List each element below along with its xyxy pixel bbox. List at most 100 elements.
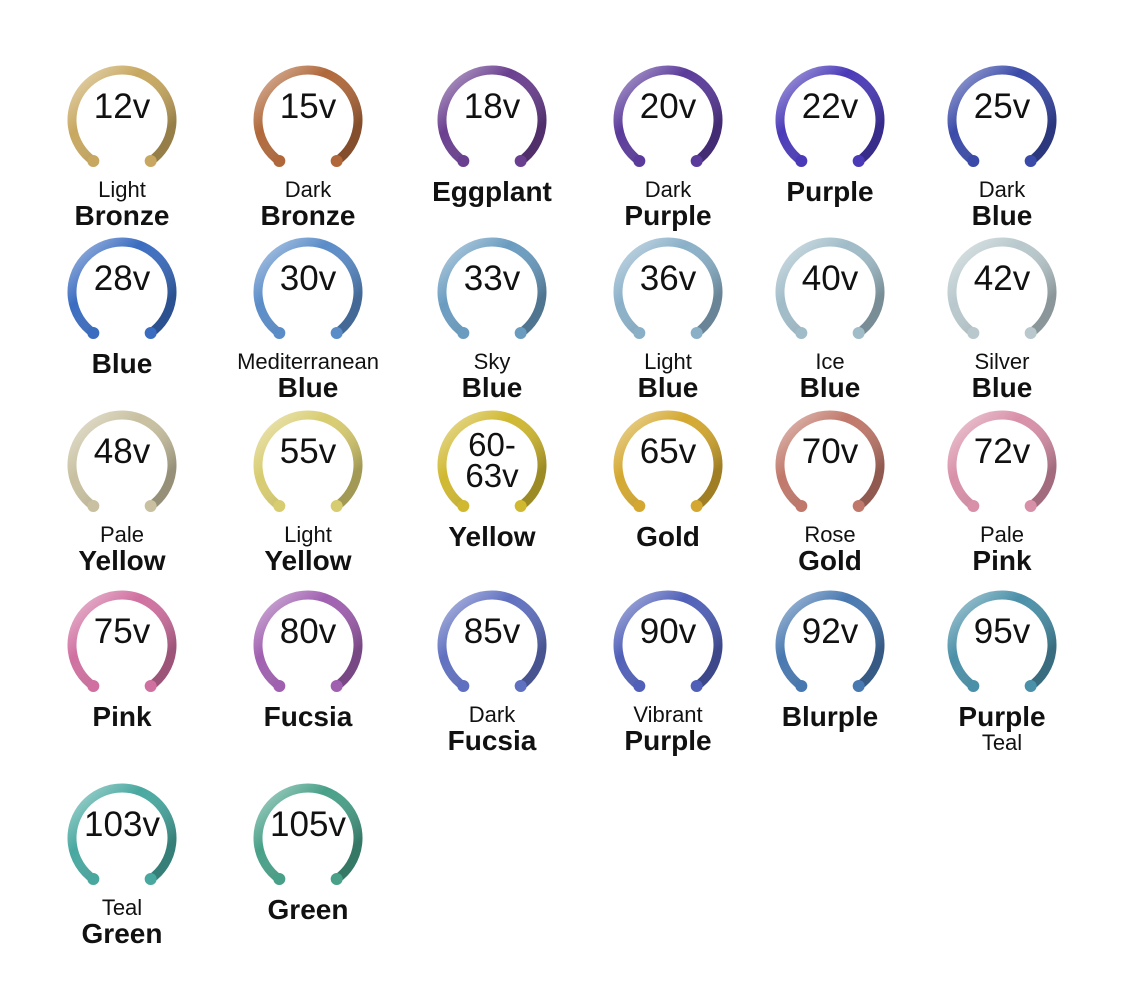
color-modifier: Dark (978, 177, 1026, 202)
ring-swatch: 42v Silver Blue (912, 232, 1092, 402)
ring-icon (947, 65, 1057, 167)
ring-icon (67, 65, 177, 167)
color-main-name: Purple (624, 200, 712, 231)
voltage-label: 36v (639, 259, 697, 298)
voltage-label: 72v (973, 432, 1031, 471)
color-main-name: Bronze (74, 200, 170, 231)
color-main-name: Pink (92, 701, 152, 732)
color-main-name: Gold (636, 521, 700, 552)
color-main-name: Fucsia (447, 725, 537, 756)
color-modifier: Light (98, 177, 146, 202)
ring-swatch: 70v Rose Gold (740, 405, 920, 575)
ring-swatch: 28v Blue (32, 232, 212, 402)
color-name: Dark Bronze (198, 178, 418, 230)
color-main-name: Fucsia (263, 701, 353, 732)
ring-icon (437, 410, 547, 512)
voltage-label: 22v (801, 87, 859, 126)
voltage-label: 40v (801, 259, 859, 298)
color-modifier: Vibrant (633, 702, 703, 727)
ring-swatch: 30v Mediterranean Blue (218, 232, 398, 402)
color-main-name: Blue (277, 372, 339, 403)
color-modifier: Sky (473, 349, 511, 374)
color-main-name: Pink (972, 545, 1032, 576)
color-name: Dark Blue (892, 178, 1112, 230)
color-main-name: Bronze (260, 200, 356, 231)
ring-swatch: 75v Pink (32, 585, 212, 755)
voltage-label: 65v (639, 432, 697, 471)
ring-swatch: 12v Light Bronze (32, 60, 212, 230)
voltage-label: 25v (973, 87, 1031, 126)
color-name: Sky Blue (382, 350, 602, 402)
color-name: Rose Gold (720, 523, 940, 575)
color-main-name: Blue (461, 372, 523, 403)
color-main-name: Yellow (78, 545, 166, 576)
color-main-name: Gold (798, 545, 862, 576)
color-main-name: Yellow (264, 545, 352, 576)
color-name: Blurple (720, 703, 940, 731)
color-name: Yellow (382, 523, 602, 551)
ring-swatch: 55v Light Yellow (218, 405, 398, 575)
color-name: Ice Blue (720, 350, 940, 402)
color-main-name: Blue (799, 372, 861, 403)
color-main-name: Blue (971, 372, 1033, 403)
color-name: Green (198, 896, 418, 924)
ring-swatch: 40v Ice Blue (740, 232, 920, 402)
ring-icon (253, 237, 363, 339)
color-main-name: Purple (786, 176, 874, 207)
color-main-name: Blurple (781, 701, 879, 732)
voltage-label: 95v (973, 612, 1031, 651)
ring-icon (775, 410, 885, 512)
voltage-label: 15v (279, 87, 337, 126)
color-name: Light Bronze (12, 178, 232, 230)
color-main-name: Eggplant (432, 176, 552, 207)
ring-icon (613, 590, 723, 692)
ring-swatch: 103v Teal Green (32, 778, 212, 948)
ring-icon (613, 410, 723, 512)
ring-swatch: 18v Eggplant (402, 60, 582, 230)
color-modifier: Silver (974, 349, 1030, 374)
ring-swatch: 15v Dark Bronze (218, 60, 398, 230)
ring-swatch: 22v Purple (740, 60, 920, 230)
color-name: Light Yellow (198, 523, 418, 575)
voltage-label: 92v (801, 612, 859, 651)
voltage-label: 105v (270, 805, 346, 844)
ring-swatch: 90v Vibrant Purple (578, 585, 758, 755)
color-name: Teal Green (12, 896, 232, 948)
color-main-name: Blue (637, 372, 699, 403)
ring-icon (947, 237, 1057, 339)
color-modifier: Light (644, 349, 692, 374)
ring-icon (613, 65, 723, 167)
ring-swatch: 65v Gold (578, 405, 758, 575)
ring-icon (613, 237, 723, 339)
color-name: Gold (558, 523, 778, 551)
color-main-name: Blue (971, 200, 1033, 231)
color-main-name: Green (81, 918, 163, 949)
ring-icon (947, 410, 1057, 512)
voltage-label: 55v (279, 432, 337, 471)
color-modifier: Ice (815, 349, 845, 374)
voltage-label: 12v (93, 87, 151, 126)
ring-swatch: 105v Green (218, 778, 398, 948)
color-name: Purple Teal (892, 703, 1112, 755)
voltage-label: 85v (463, 612, 521, 651)
voltage-label: 80v (279, 612, 337, 651)
ring-icon (253, 65, 363, 167)
ring-icon (437, 590, 547, 692)
ring-swatch: 25v Dark Blue (912, 60, 1092, 230)
ring-icon (67, 783, 177, 885)
color-main-name: Yellow (448, 521, 536, 552)
color-name: Pale Pink (892, 523, 1112, 575)
ring-swatch: 48v Pale Yellow (32, 405, 212, 575)
ring-swatch: 36v Light Blue (578, 232, 758, 402)
ring-swatch: 33v Sky Blue (402, 232, 582, 402)
color-modifier: Light (284, 522, 332, 547)
ring-icon (775, 590, 885, 692)
voltage-label: 28v (93, 259, 151, 298)
voltage-label: 33v (463, 259, 521, 298)
color-name: Blue (12, 350, 232, 378)
color-name: Pale Yellow (12, 523, 232, 575)
color-name: Dark Fucsia (382, 703, 602, 755)
color-modifier: Pale (99, 522, 145, 547)
ring-icon (67, 410, 177, 512)
color-modifier: Mediterranean (237, 349, 379, 374)
